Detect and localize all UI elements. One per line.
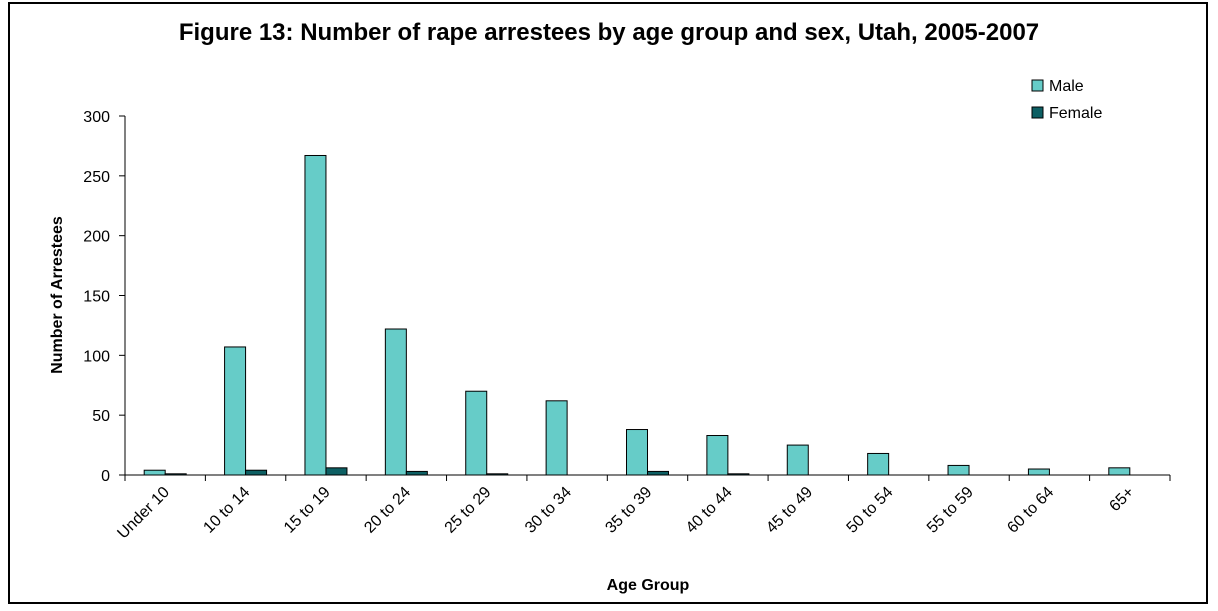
- x-tick-label: 25 to 29: [442, 484, 495, 537]
- y-tick-label: 0: [101, 468, 110, 485]
- x-tick-label: 20 to 24: [361, 484, 414, 537]
- bar-male: [867, 452, 890, 476]
- x-axis-title: Age Group: [607, 577, 690, 594]
- bar-male: [1108, 467, 1131, 476]
- y-tick-label: 250: [83, 169, 110, 186]
- legend: Male Female: [1031, 78, 1102, 122]
- plot-area: 0 50 100 150 200 250 300 Under 10 10 to 14 15 to …: [83, 109, 1171, 543]
- bar-female: [325, 467, 348, 476]
- bar-male: [143, 469, 166, 476]
- x-tick-label: 65+: [1106, 484, 1137, 515]
- bar-female: [405, 470, 428, 476]
- x-tick-label: 50 to 54: [844, 484, 897, 537]
- bar-male: [626, 429, 648, 476]
- bar-female: [727, 473, 750, 476]
- bar-male: [947, 464, 970, 476]
- x-tick-label: 45 to 49: [763, 484, 816, 537]
- legend-swatch-female: [1031, 106, 1044, 119]
- bar-male: [1027, 468, 1050, 476]
- y-tick-label: 300: [83, 109, 110, 126]
- x-tick-label: 35 to 39: [602, 484, 655, 537]
- y-tick-label: 100: [83, 348, 110, 365]
- bar-male: [304, 154, 327, 476]
- x-tick-label: 30 to 34: [522, 484, 575, 537]
- bar-female: [647, 470, 669, 476]
- y-axis-title: Number of Arrestees: [49, 216, 66, 374]
- x-tick-label: Under 10: [114, 484, 173, 543]
- y-tick-label: 200: [83, 229, 110, 246]
- bar-male: [465, 390, 488, 476]
- bar-female: [486, 473, 509, 476]
- bar-female: [245, 469, 268, 476]
- x-tick-label: 60 to 64: [1004, 484, 1057, 537]
- x-tick-label: 15 to 19: [281, 484, 334, 537]
- bar-male: [706, 435, 729, 476]
- x-tick-label: 10 to 14: [200, 484, 253, 537]
- x-tick-label: 40 to 44: [683, 484, 736, 537]
- y-tick-label: 50: [92, 408, 110, 425]
- bar-male: [224, 346, 247, 476]
- chart-title: Figure 13: Number of rape arrestees by a…: [179, 19, 1039, 46]
- legend-label-male: Male: [1049, 78, 1084, 95]
- chart-frame: [8, 2, 1208, 604]
- bar-male: [384, 328, 407, 476]
- bar-female: [164, 473, 187, 476]
- y-tick-label: 150: [83, 289, 110, 306]
- legend-swatch-male: [1031, 79, 1044, 92]
- legend-label-female: Female: [1049, 105, 1102, 122]
- x-tick-label: 55 to 59: [924, 484, 977, 537]
- bar-male: [545, 400, 568, 476]
- bar-male: [786, 444, 809, 476]
